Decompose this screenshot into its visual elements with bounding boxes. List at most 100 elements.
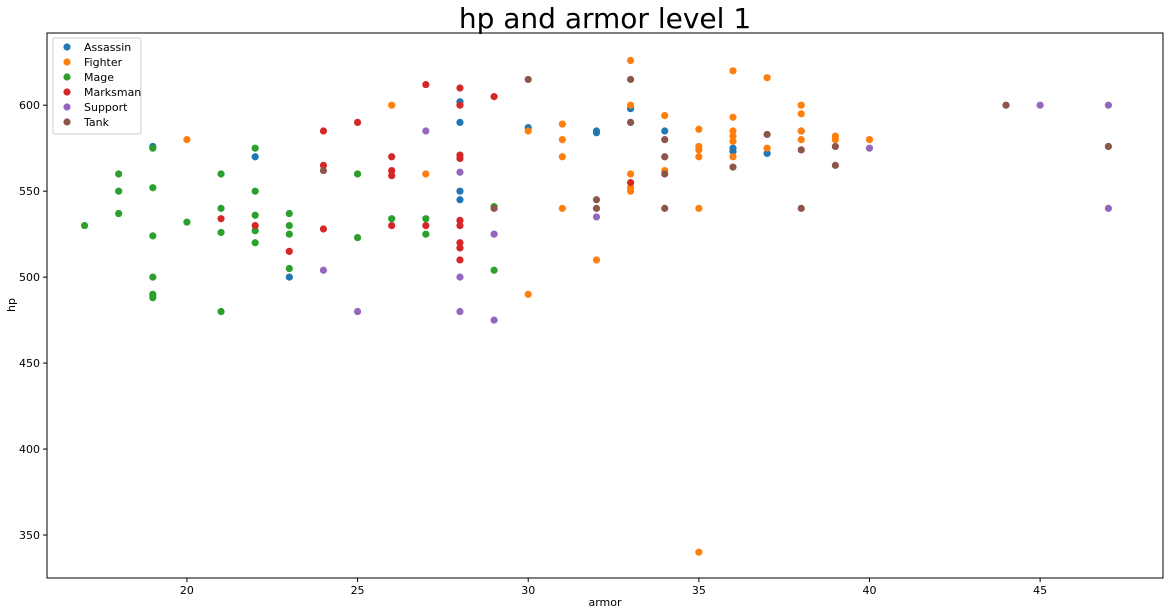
point-marksman-1	[251, 221, 259, 230]
point-tank-0	[319, 166, 328, 175]
point-support-6	[490, 230, 498, 238]
point-marksman-22	[490, 93, 498, 101]
point-tank-13	[797, 146, 805, 154]
legend-marker-mage	[63, 73, 71, 81]
point-fighter-32	[797, 110, 805, 118]
point-marksman-0	[217, 215, 225, 223]
point-marksman-2	[285, 247, 293, 255]
point-mage-26	[388, 215, 396, 223]
point-fighter-34	[797, 135, 805, 144]
point-assassin-14	[763, 149, 771, 157]
point-mage-17	[251, 211, 259, 219]
point-tank-17	[1002, 101, 1010, 109]
point-marksman-6	[353, 118, 362, 127]
point-mage-6	[149, 232, 157, 240]
point-mage-27	[422, 215, 430, 223]
point-assassin-2	[285, 273, 293, 281]
point-fighter-8	[558, 204, 566, 212]
point-tank-2	[524, 75, 532, 84]
point-fighter-22	[695, 548, 703, 556]
y-tick-label-1: 400	[19, 443, 40, 456]
point-marksman-11	[422, 80, 430, 89]
point-mage-2	[115, 187, 123, 195]
point-tank-8	[661, 153, 669, 161]
point-tank-4	[592, 204, 601, 212]
point-fighter-26	[729, 132, 737, 140]
point-mage-11	[217, 170, 225, 178]
point-tank-15	[831, 142, 839, 151]
point-marksman-20	[456, 244, 464, 252]
y-tick-label-5: 600	[19, 99, 40, 112]
point-assassin-4	[456, 118, 464, 127]
x-tick-label-2: 30	[521, 584, 535, 597]
legend-label-marksman: Marksman	[84, 86, 141, 99]
legend-marker-support	[63, 103, 71, 111]
point-support-7	[490, 316, 498, 324]
point-mage-19	[251, 239, 259, 247]
point-assassin-9	[592, 129, 601, 137]
point-mage-22	[285, 230, 293, 238]
point-fighter-36	[831, 135, 839, 144]
x-tick-label-5: 45	[1033, 584, 1047, 597]
point-assassin-13	[729, 148, 737, 156]
point-assassin-6	[456, 196, 464, 204]
point-marksman-7	[388, 153, 396, 161]
point-marksman-23	[626, 178, 635, 187]
point-mage-15	[251, 144, 259, 152]
point-support-5	[456, 307, 464, 316]
point-mage-16	[251, 187, 259, 195]
point-support-4	[456, 273, 464, 281]
point-mage-12	[217, 204, 225, 212]
point-tank-6	[626, 118, 635, 127]
point-mage-9	[149, 294, 157, 302]
x-axis: 20 25 30 35 40 45	[180, 578, 1047, 597]
point-tank-12	[763, 130, 771, 139]
point-fighter-2	[422, 170, 430, 178]
point-mage-13	[217, 228, 225, 237]
point-mage-0	[80, 221, 89, 230]
point-support-3	[456, 168, 464, 176]
point-fighter-20	[695, 153, 703, 161]
point-fighter-33	[797, 127, 805, 135]
point-marksman-4	[319, 161, 328, 169]
point-fighter-12	[626, 170, 635, 178]
point-mage-28	[422, 230, 430, 238]
point-support-1	[353, 307, 362, 316]
point-tank-7	[661, 135, 669, 144]
y-tick-label-4: 550	[19, 185, 40, 198]
point-fighter-6	[558, 135, 566, 144]
point-tank-14	[797, 204, 805, 212]
point-marksman-21	[456, 256, 464, 264]
point-fighter-27	[729, 137, 737, 145]
plot-frame	[46, 32, 1164, 579]
x-axis-label: armor	[588, 596, 622, 609]
point-assassin-11	[661, 127, 669, 135]
point-mage-20	[285, 209, 293, 218]
point-mage-18	[251, 227, 259, 235]
x-tick-label-1: 25	[351, 584, 365, 597]
point-fighter-37	[865, 135, 874, 144]
point-fighter-19	[695, 146, 703, 154]
y-axis: 350 400 450 500 550 600	[19, 99, 47, 542]
point-assassin-5	[456, 187, 464, 195]
point-fighter-7	[558, 153, 566, 161]
point-fighter-15	[661, 111, 669, 120]
point-tank-3	[592, 196, 601, 204]
point-fighter-23	[729, 67, 737, 75]
legend-box	[52, 37, 142, 135]
x-tick-label-3: 35	[692, 584, 706, 597]
point-fighter-5	[558, 120, 566, 128]
point-marksman-9	[388, 172, 396, 180]
y-tick-label-3: 500	[19, 271, 40, 284]
point-mage-3	[115, 209, 123, 218]
point-fighter-0	[183, 135, 191, 144]
x-tick-label-0: 20	[180, 584, 194, 597]
y-tick-label-0: 350	[19, 529, 40, 542]
legend: Assassin Fighter Mage Marksman Support Tank	[52, 37, 142, 135]
point-marksman-13	[456, 84, 464, 92]
point-mage-24	[353, 170, 362, 178]
point-mage-21	[285, 221, 293, 230]
point-mage-7	[149, 273, 157, 281]
point-marksman-8	[388, 166, 396, 175]
